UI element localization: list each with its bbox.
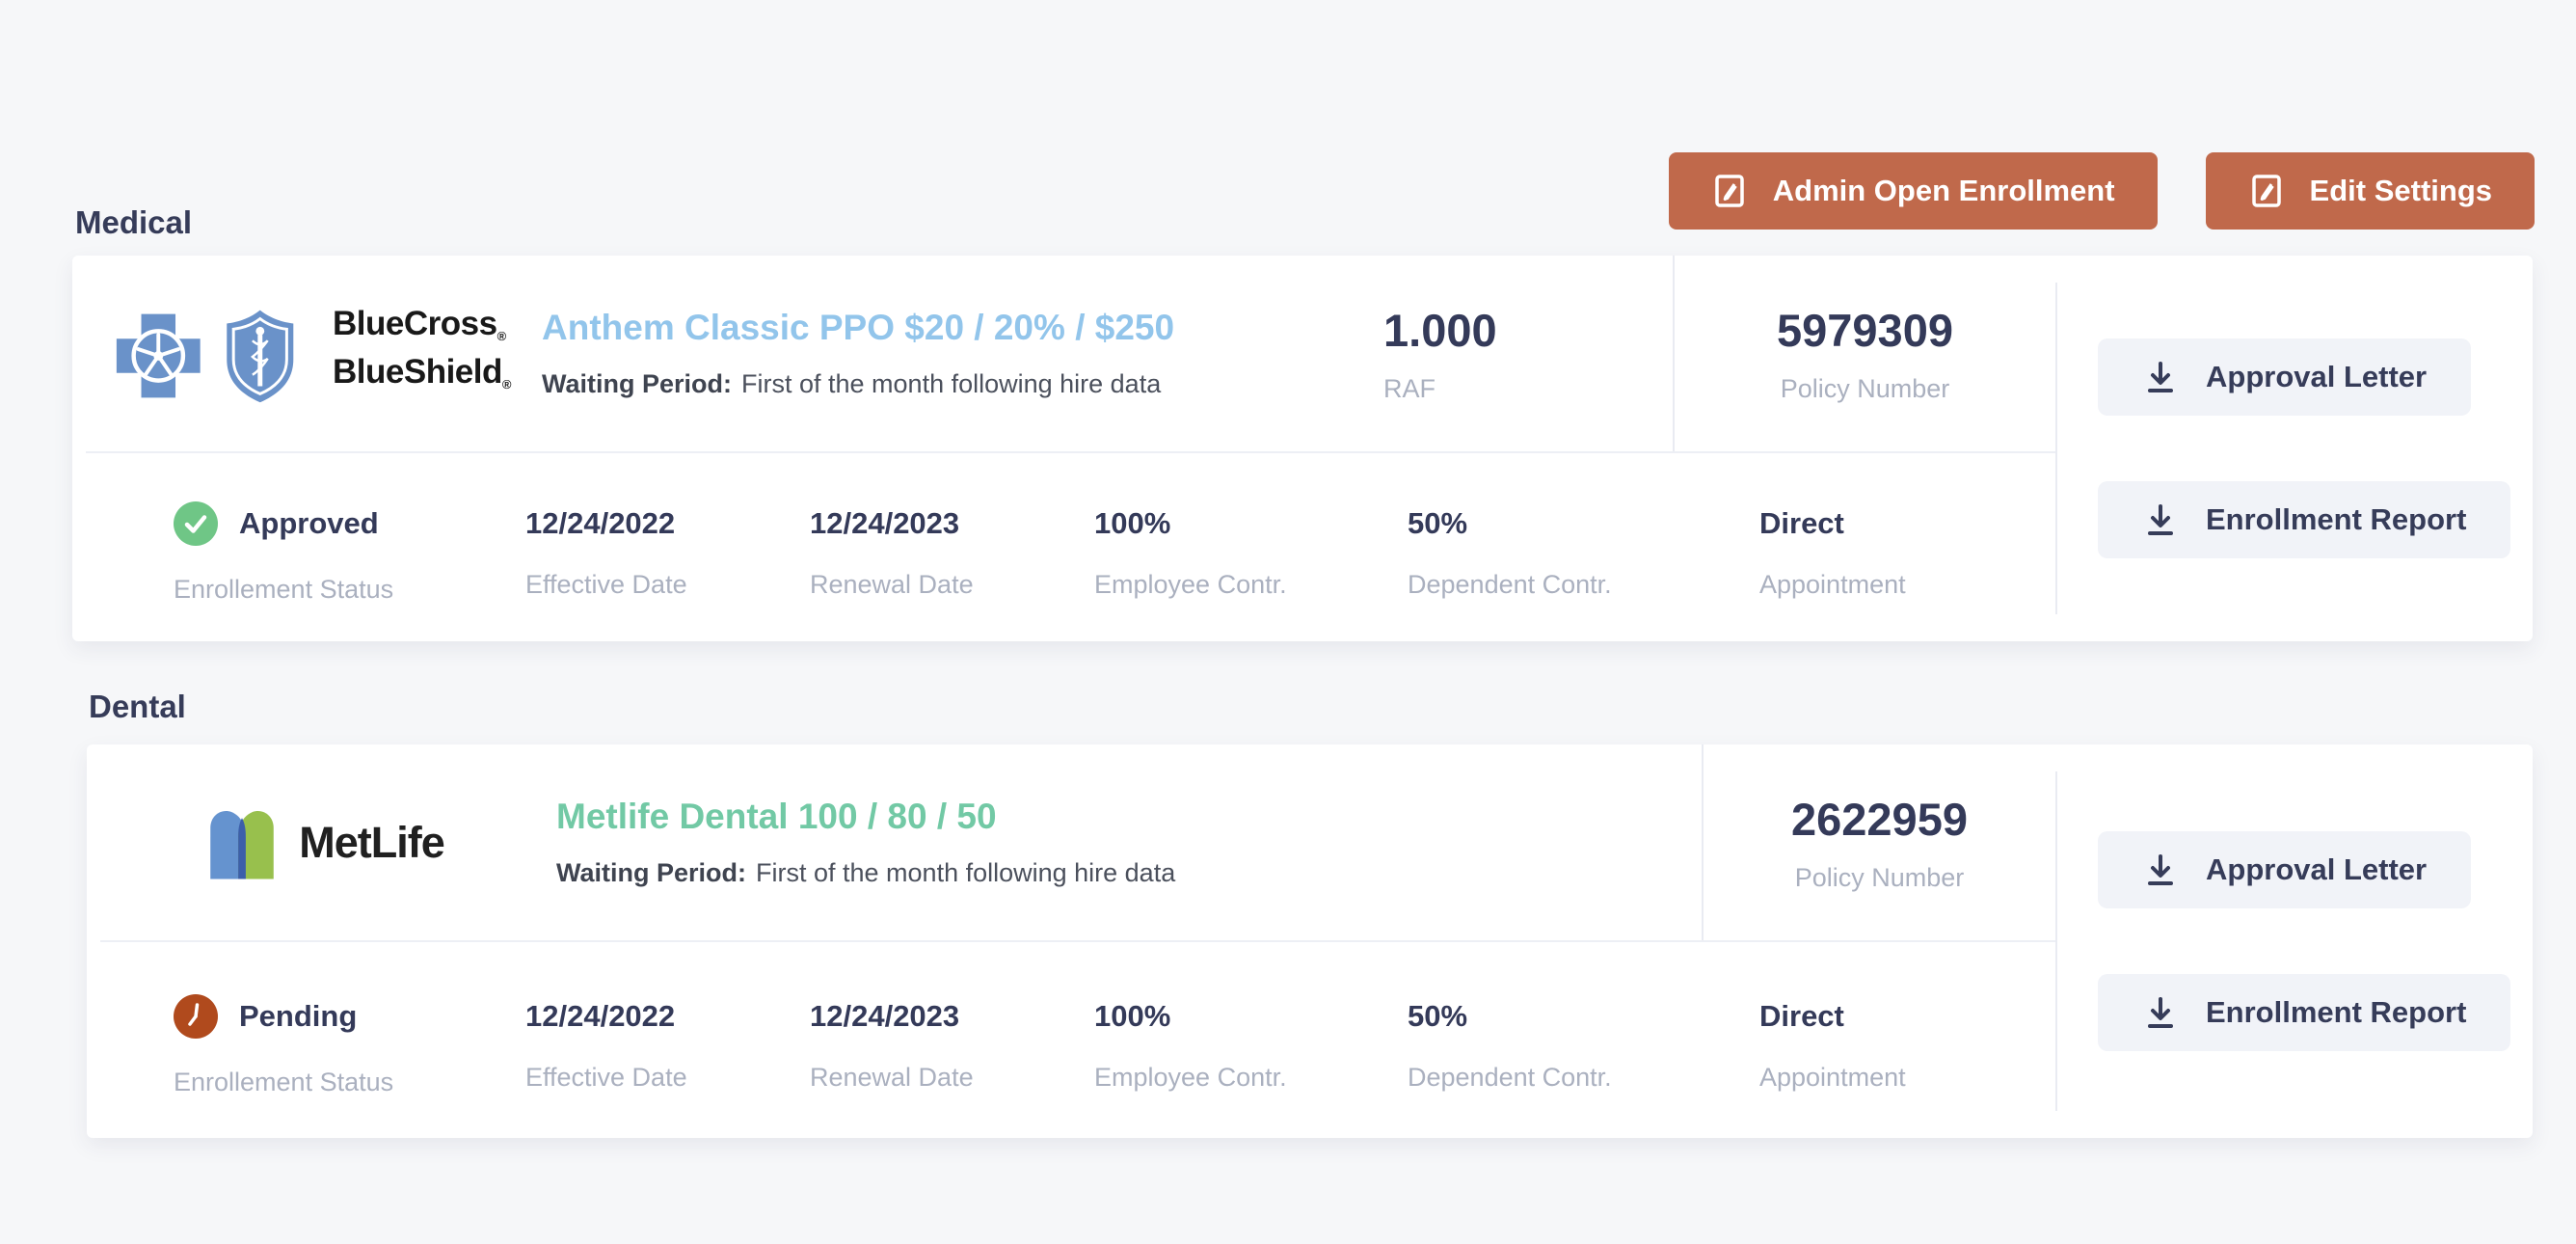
appointment-value: Direct: [1759, 999, 1844, 1033]
raf-label: RAF: [1383, 373, 1436, 403]
download-icon: [2142, 994, 2179, 1031]
dental-detail-row: Pending Enrollement Status 12/24/2022 Ef…: [87, 942, 2055, 1138]
dental-card-header: MetLife Metlife Dental 100 / 80 / 50 Wai…: [100, 744, 2055, 942]
medical-card-header: BlueCross® BlueShield® Anthem Classic PP…: [86, 256, 2055, 453]
enrollment-status-col: Approved Enrollement Status: [174, 501, 525, 605]
medical-waiting-period: Waiting Period: First of the month follow…: [542, 369, 1383, 399]
enrollment-status-label: Enrollement Status: [174, 575, 394, 604]
dental-plan-name-link[interactable]: Metlife Dental 100 / 80 / 50: [556, 797, 997, 836]
appointment-label: Appointment: [1759, 1063, 1906, 1092]
bluecross-blueshield-emblem-icon: [109, 304, 313, 404]
section-title-medical: Medical: [75, 204, 193, 240]
appointment-col: Direct Appointment: [1759, 999, 1906, 1093]
bluecross-blueshield-logo: BlueCross® BlueShield®: [86, 304, 534, 404]
dependent-contr-label: Dependent Contr.: [1408, 1063, 1612, 1092]
enrollment-status-value: Pending: [239, 999, 358, 1033]
download-icon: [2142, 501, 2179, 538]
dental-policy-number-stat: 2622959 Policy Number: [1702, 744, 2055, 940]
employee-contr-value: 100%: [1094, 506, 1171, 540]
pending-clock-icon: [174, 994, 218, 1039]
appointment-value: Direct: [1759, 506, 1844, 540]
renewal-date-col: 12/24/2023 Renewal Date: [810, 999, 1094, 1093]
enrollment-report-button[interactable]: Enrollment Report: [2098, 481, 2511, 558]
renewal-date-value: 12/24/2023: [810, 506, 960, 540]
renewal-date-col: 12/24/2023 Renewal Date: [810, 506, 1094, 600]
enrollment-report-label: Enrollment Report: [2206, 502, 2467, 536]
download-icon: [2142, 359, 2179, 395]
edit-icon: [2248, 172, 2287, 210]
dependent-contr-value: 50%: [1408, 506, 1468, 540]
metlife-logo: MetLife: [100, 805, 549, 880]
medical-plan-card: BlueCross® BlueShield® Anthem Classic PP…: [72, 256, 2533, 641]
metlife-emblem-icon: [204, 805, 280, 880]
policy-number-label: Policy Number: [1794, 862, 1965, 892]
effective-date-value: 12/24/2022: [525, 999, 676, 1033]
employee-contr-col: 100% Employee Contr.: [1094, 999, 1408, 1093]
effective-date-col: 12/24/2022 Effective Date: [525, 999, 810, 1093]
dental-downloads: Approval Letter Enrollment Report: [2055, 771, 2533, 1111]
admin-open-enrollment-label: Admin Open Enrollment: [1772, 174, 2115, 207]
policy-number-label: Policy Number: [1780, 373, 1950, 403]
renewal-date-label: Renewal Date: [810, 1063, 974, 1092]
effective-date-label: Effective Date: [525, 1063, 687, 1092]
medical-plan-name-link[interactable]: Anthem Classic PPO $20 / 20% / $250: [542, 308, 1175, 347]
employee-contr-label: Employee Contr.: [1094, 570, 1287, 599]
enrollment-status-col: Pending Enrollement Status: [174, 994, 525, 1097]
medical-policy-number-stat: 5979309 Policy Number: [1673, 256, 2055, 451]
section-title-dental: Dental: [89, 689, 186, 724]
dental-waiting-period: Waiting Period: First of the month follow…: [556, 858, 1702, 888]
dental-card-main: MetLife Metlife Dental 100 / 80 / 50 Wai…: [87, 744, 2055, 1138]
dependent-contr-label: Dependent Contr.: [1408, 570, 1612, 599]
waiting-period-label: Waiting Period:: [542, 369, 732, 398]
metlife-wordmark: MetLife: [299, 817, 444, 867]
edit-settings-label: Edit Settings: [2309, 174, 2492, 207]
enrollment-status-label: Enrollement Status: [174, 1068, 394, 1096]
waiting-period-value: First of the month following hire data: [741, 369, 1162, 398]
dependent-contr-value: 50%: [1408, 999, 1468, 1033]
raf-stat: 1.000 RAF: [1383, 304, 1673, 404]
approval-letter-label: Approval Letter: [2206, 360, 2428, 393]
renewal-date-label: Renewal Date: [810, 570, 974, 599]
appointment-label: Appointment: [1759, 570, 1906, 599]
dependent-contr-col: 50% Dependent Contr.: [1408, 999, 1759, 1093]
medical-plan-info: Anthem Classic PPO $20 / 20% / $250 Wait…: [534, 308, 1383, 399]
waiting-period-label: Waiting Period:: [556, 858, 746, 887]
approval-letter-button[interactable]: Approval Letter: [2098, 338, 2472, 416]
enrollment-status-value: Approved: [239, 506, 379, 540]
appointment-col: Direct Appointment: [1759, 506, 1906, 600]
medical-card-main: BlueCross® BlueShield® Anthem Classic PP…: [72, 256, 2055, 641]
edit-icon: [1711, 172, 1750, 210]
medical-downloads: Approval Letter Enrollment Report: [2055, 283, 2533, 614]
waiting-period-value: First of the month following hire data: [756, 858, 1176, 887]
edit-settings-button[interactable]: Edit Settings: [2205, 152, 2535, 230]
header-actions: Admin Open Enrollment Edit Settings: [1668, 152, 2535, 230]
effective-date-label: Effective Date: [525, 570, 687, 599]
policy-number-value: 5979309: [1777, 304, 1953, 356]
employee-contr-value: 100%: [1094, 999, 1171, 1033]
medical-detail-row: Approved Enrollement Status 12/24/2022 E…: [72, 453, 2055, 641]
effective-date-value: 12/24/2022: [525, 506, 676, 540]
approval-letter-button[interactable]: Approval Letter: [2098, 831, 2472, 908]
employee-contr-label: Employee Contr.: [1094, 1063, 1287, 1092]
approved-check-icon: [174, 501, 218, 546]
employee-contr-col: 100% Employee Contr.: [1094, 506, 1408, 600]
admin-open-enrollment-button[interactable]: Admin Open Enrollment: [1668, 152, 2158, 230]
raf-value: 1.000: [1383, 304, 1497, 356]
enrollment-report-label: Enrollment Report: [2206, 995, 2467, 1029]
renewal-date-value: 12/24/2023: [810, 999, 960, 1033]
bluecross-blueshield-wordmark: BlueCross® BlueShield®: [333, 304, 511, 392]
policy-number-value: 2622959: [1791, 793, 1968, 845]
dental-plan-card: MetLife Metlife Dental 100 / 80 / 50 Wai…: [87, 744, 2533, 1138]
effective-date-col: 12/24/2022 Effective Date: [525, 506, 810, 600]
download-icon: [2142, 852, 2179, 888]
dependent-contr-col: 50% Dependent Contr.: [1408, 506, 1759, 600]
approval-letter-label: Approval Letter: [2206, 852, 2428, 886]
dental-plan-info: Metlife Dental 100 / 80 / 50 Waiting Per…: [549, 797, 1702, 888]
enrollment-report-button[interactable]: Enrollment Report: [2098, 974, 2511, 1051]
